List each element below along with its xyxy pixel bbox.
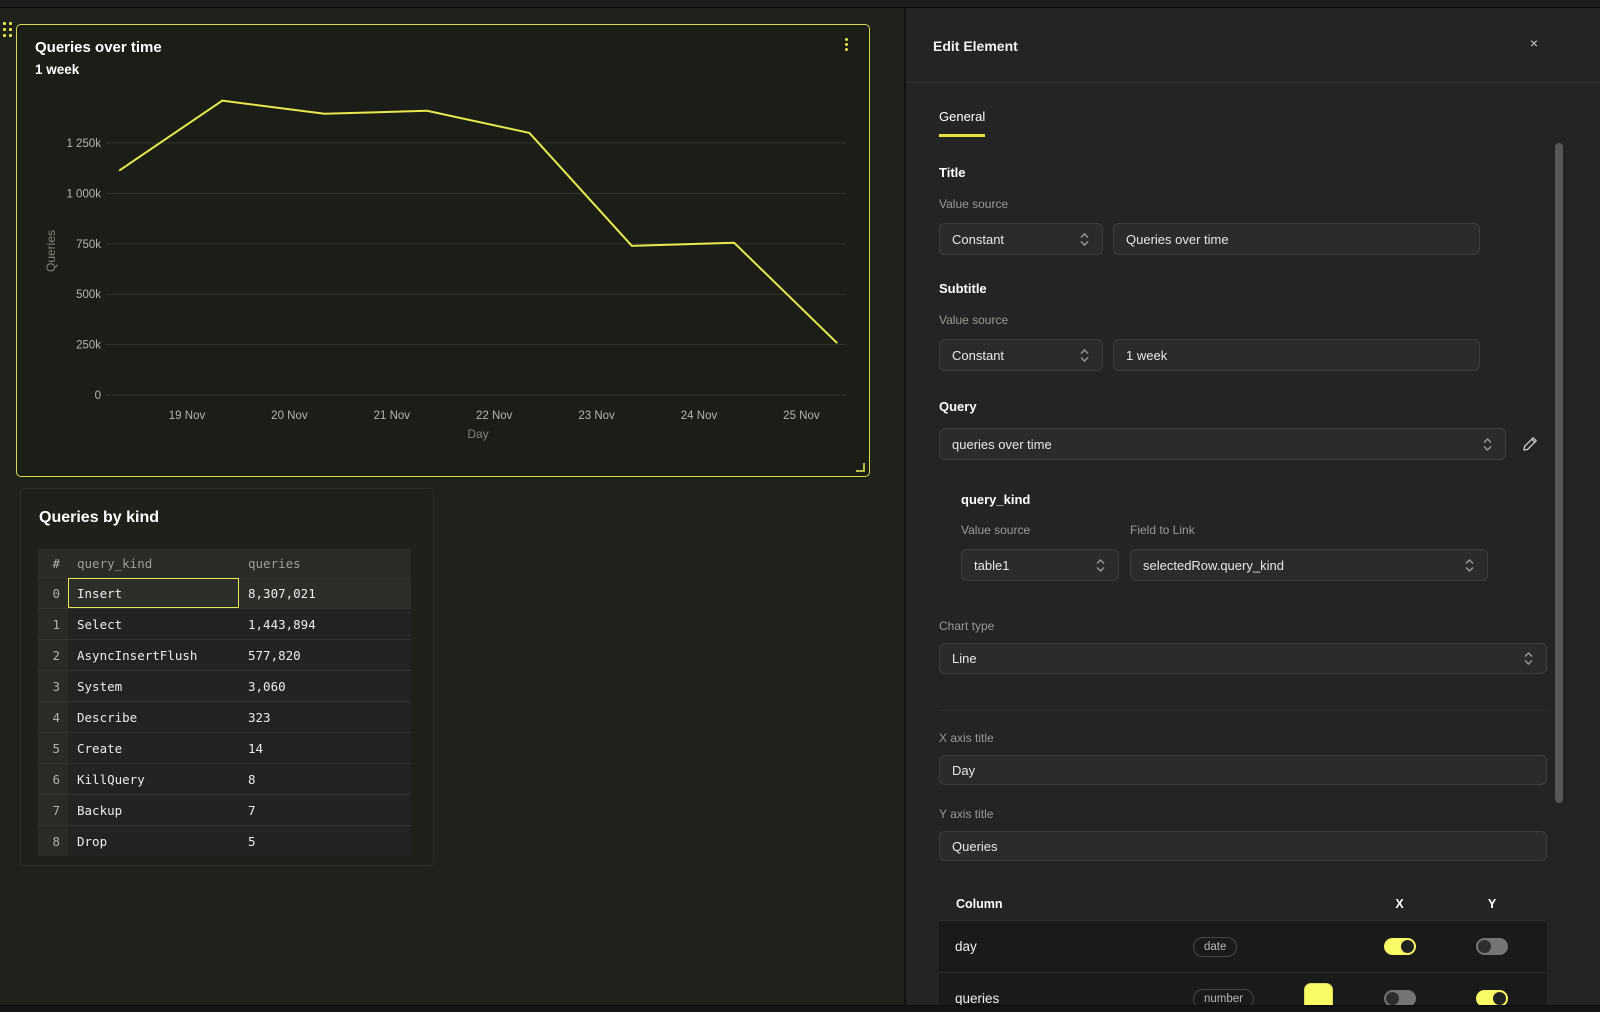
- chart-subtitle: 1 week: [35, 62, 80, 77]
- query-kind-label: query_kind: [961, 492, 1031, 507]
- svg-text:Queries: Queries: [44, 230, 58, 272]
- header-index: #: [38, 549, 68, 577]
- bottom-bar: [0, 1005, 1600, 1012]
- edit-element-panel: Edit Element × General Title Value sourc…: [906, 8, 1600, 1012]
- x-axis-title-input[interactable]: Day: [939, 755, 1547, 785]
- chevron-updown-icon: [1482, 437, 1493, 452]
- chevron-updown-icon: [1079, 348, 1090, 363]
- drag-handle-icon[interactable]: [3, 22, 12, 37]
- svg-text:0: 0: [95, 390, 101, 402]
- svg-text:750k: 750k: [76, 239, 101, 251]
- chart-card[interactable]: Queries over time 1 week 0 250k 500k 750k 1 …: [16, 24, 870, 477]
- day-y-toggle[interactable]: [1476, 938, 1508, 955]
- subtitle-value-input[interactable]: 1 week: [1113, 339, 1480, 371]
- svg-text:19 Nov: 19 Nov: [169, 410, 206, 422]
- value-source-label: Value source: [939, 313, 1009, 327]
- edit-query-pencil-icon[interactable]: [1522, 436, 1538, 452]
- chart-title: Queries over time: [35, 39, 162, 56]
- table-header-row: # query_kind queries: [38, 549, 411, 577]
- title-source-select[interactable]: Constant: [939, 223, 1103, 255]
- selected-cell[interactable]: Insert: [68, 578, 239, 608]
- table-title: Queries by kind: [39, 509, 160, 526]
- table-row[interactable]: 6 KillQuery 8: [38, 763, 411, 794]
- svg-text:250k: 250k: [76, 340, 101, 352]
- close-icon[interactable]: ×: [1529, 35, 1538, 51]
- line-chart: 0 250k 500k 750k 1 000k 1 250k 19 Nov 20 Nov 21 …: [44, 99, 846, 441]
- chevron-updown-icon: [1095, 558, 1106, 573]
- resize-handle-icon[interactable]: [856, 463, 865, 472]
- tab-general[interactable]: General: [939, 109, 986, 137]
- svg-text:21 Nov: 21 Nov: [374, 410, 411, 422]
- table-row[interactable]: 8 Drop 5: [38, 825, 411, 856]
- table-row[interactable]: 2 AsyncInsertFlush 577,820: [38, 639, 411, 670]
- column-row-day: day date: [939, 920, 1547, 972]
- field-to-link-select[interactable]: selectedRow.query_kind: [1130, 549, 1488, 581]
- table-row[interactable]: 3 System 3,060: [38, 670, 411, 701]
- field-to-link-label: Field to Link: [1130, 523, 1195, 537]
- columns-config-table: Column X Y day date queries number: [939, 887, 1547, 1012]
- columns-header-row: Column X Y: [956, 896, 1497, 911]
- table-row[interactable]: 1 Select 1,443,894: [38, 608, 411, 639]
- query-section-label: Query: [939, 399, 977, 414]
- svg-text:500k: 500k: [76, 289, 101, 301]
- table-row[interactable]: 4 Describe 323: [38, 701, 411, 732]
- table-row[interactable]: 7 Backup 7: [38, 794, 411, 825]
- svg-text:25 Nov: 25 Nov: [783, 410, 820, 422]
- queries-y-toggle[interactable]: [1476, 990, 1508, 1007]
- scrollbar[interactable]: [1555, 143, 1563, 803]
- chart-type-select[interactable]: Line: [939, 643, 1547, 674]
- chevron-updown-icon: [1079, 232, 1090, 247]
- subtitle-section-label: Subtitle: [939, 281, 987, 296]
- y-axis-title-label: Y axis title: [939, 807, 994, 821]
- svg-text:22 Nov: 22 Nov: [476, 410, 513, 422]
- panel-title: Edit Element: [933, 38, 1018, 54]
- svg-text:1 250k: 1 250k: [66, 138, 101, 150]
- kebab-menu-icon[interactable]: [839, 38, 853, 58]
- day-x-toggle[interactable]: [1383, 938, 1416, 955]
- table-card[interactable]: Queries by kind # query_kind queries 0 I…: [20, 488, 434, 866]
- chevron-updown-icon: [1464, 558, 1475, 573]
- value-source-label: Value source: [939, 197, 1009, 211]
- header-query-kind: query_kind: [77, 555, 153, 571]
- type-badge: date: [1193, 936, 1238, 957]
- svg-text:23 Nov: 23 Nov: [578, 410, 615, 422]
- chevron-updown-icon: [1523, 651, 1534, 666]
- svg-text:24 Nov: 24 Nov: [681, 410, 718, 422]
- panel-header: Edit Element ×: [906, 8, 1600, 83]
- value-source-label: Value source: [961, 523, 1031, 537]
- query-select[interactable]: queries over time: [939, 428, 1506, 460]
- dashboard-canvas: Queries over time 1 week 0 250k 500k 750k 1 …: [0, 8, 904, 1005]
- title-value-input[interactable]: Queries over time: [1113, 223, 1480, 255]
- title-section-label: Title: [939, 165, 966, 180]
- chart-type-label: Chart type: [939, 619, 995, 633]
- queries-x-toggle[interactable]: [1383, 990, 1416, 1007]
- table-row[interactable]: 5 Create 14: [38, 732, 411, 763]
- svg-text:20 Nov: 20 Nov: [271, 410, 308, 422]
- panel-divider: [904, 8, 906, 1005]
- query-kind-source-select[interactable]: table1: [961, 549, 1119, 581]
- top-bar: [0, 0, 1600, 8]
- subtitle-source-select[interactable]: Constant: [939, 339, 1103, 371]
- svg-text:Day: Day: [467, 427, 488, 441]
- queries-by-kind-table: # query_kind queries 0 Insert 8,307,021 …: [38, 549, 411, 856]
- svg-text:1 000k: 1 000k: [66, 188, 101, 200]
- table-row[interactable]: 0 Insert 8,307,021: [38, 577, 411, 608]
- y-axis-title-input[interactable]: Queries: [939, 831, 1547, 861]
- x-axis-title-label: X axis title: [939, 731, 994, 745]
- section-divider: [939, 710, 1547, 711]
- header-queries: queries: [248, 555, 301, 571]
